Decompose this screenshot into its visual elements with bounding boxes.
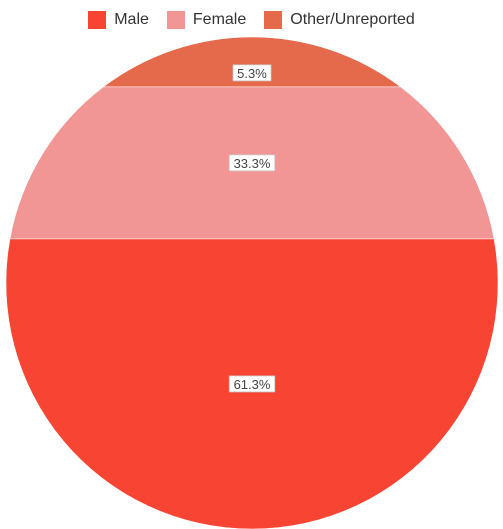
- legend-item-female[interactable]: Female: [166, 11, 247, 29]
- data-label-text-male: 61.3%: [234, 377, 271, 392]
- legend-label-female: Female: [192, 11, 247, 28]
- legend-item-male[interactable]: Male: [88, 11, 149, 29]
- legend-label-other: Other/Unreported: [290, 11, 415, 28]
- legend-swatch-male: [88, 11, 107, 29]
- data-label-text-other: 5.3%: [237, 66, 267, 81]
- data-label-box-female: [228, 154, 276, 172]
- data-label-female: 33.3%: [228, 154, 276, 172]
- legend-swatch-other: [264, 11, 283, 29]
- pie-slice-other[interactable]: [102, 36, 402, 88]
- data-label-box-male: [228, 375, 276, 393]
- legend-label-male: Male: [114, 11, 149, 28]
- chart-legend: Male Female Other/Unreported: [0, 8, 503, 32]
- data-label-other: 5.3%: [232, 64, 272, 82]
- legend-item-other[interactable]: Other/Unreported: [264, 11, 415, 29]
- data-label-box-other: [232, 64, 272, 82]
- data-label-male: 61.3%: [228, 375, 276, 393]
- data-label-text-female: 33.3%: [234, 156, 271, 171]
- legend-swatch-female: [166, 11, 185, 29]
